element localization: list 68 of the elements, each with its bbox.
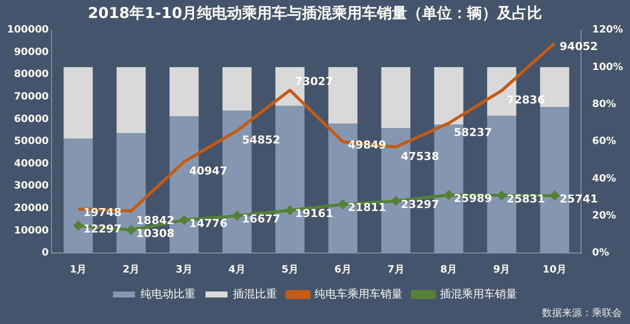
data-label: 19161 — [294, 207, 334, 220]
y2-tick-label: 40% — [592, 173, 616, 184]
y2-tick-label: 120% — [592, 24, 624, 36]
x-tick-label: 3月 — [176, 264, 193, 276]
data-label: 12297 — [83, 222, 122, 236]
data-label: 54852 — [242, 134, 280, 147]
point — [550, 191, 560, 200]
data-label: 18842 — [136, 214, 174, 227]
bar — [434, 67, 464, 125]
x-tick-label: 5月 — [281, 264, 298, 276]
y-tick-label: 40000 — [14, 158, 49, 170]
y-tick-label: 10000 — [14, 225, 49, 236]
y2-tick-label: 80% — [592, 98, 616, 110]
y-tick-label: 60000 — [14, 114, 49, 125]
legend-label: 插混乘用车销量 — [440, 287, 517, 300]
x-tick-label: 7月 — [387, 264, 404, 276]
data-label: 16677 — [242, 212, 280, 226]
y-tick-label: 70000 — [14, 91, 49, 102]
data-label: 25831 — [506, 192, 545, 206]
bar — [222, 67, 252, 110]
bar — [170, 67, 199, 116]
point — [391, 196, 400, 206]
y2-tick-label: 0% — [592, 248, 610, 259]
y-tick-label: 50000 — [14, 136, 49, 148]
x-tick-label: 8月 — [440, 264, 458, 276]
data-label: 58237 — [454, 126, 492, 139]
data-label: 25741 — [560, 192, 598, 206]
data-label: 40947 — [189, 164, 228, 178]
point — [126, 226, 136, 235]
point — [444, 190, 454, 200]
data-label: 10308 — [136, 226, 174, 240]
source-note: 数据来源：乘联会 — [542, 306, 622, 320]
y-tick-label: 100000 — [7, 24, 49, 36]
x-tick-label: 10月 — [542, 264, 567, 276]
chart-title: 2018年1-10月纯电动乘用车与插混乘用车销量（单位：辆）及占比 — [86, 4, 544, 23]
x-tick-label: 4月 — [228, 264, 246, 276]
data-label: 21811 — [348, 201, 386, 214]
point — [180, 216, 189, 225]
data-label: 47538 — [400, 150, 440, 163]
data-label: 14776 — [189, 216, 228, 230]
data-label: 49849 — [348, 138, 386, 152]
bar — [64, 67, 93, 139]
point — [74, 221, 83, 230]
legend-label: 纯电动比重 — [140, 287, 196, 300]
bar — [381, 67, 410, 128]
data-label: 94052 — [560, 40, 598, 54]
x-tick-label: 6月 — [334, 264, 352, 276]
data-label: 23297 — [400, 198, 440, 211]
y-tick-label: 20000 — [14, 202, 49, 214]
y-tick-label: 90000 — [14, 46, 49, 58]
point — [232, 211, 242, 220]
legend-label: 插混比重 — [233, 287, 277, 300]
legend-label: 纯电车乘用车销量 — [314, 287, 402, 300]
x-tick-label: 9月 — [493, 264, 510, 276]
y2-tick-label: 100% — [592, 62, 624, 73]
x-tick-label: 1月 — [70, 264, 87, 276]
y-tick-label: 80000 — [14, 69, 49, 80]
y-tick-label: 30000 — [14, 180, 49, 192]
point — [338, 200, 348, 209]
y2-tick-label: 60% — [592, 136, 616, 148]
point — [285, 206, 294, 215]
y-tick-label: 0 — [42, 248, 49, 259]
x-tick-label: 2月 — [122, 264, 140, 276]
y2-tick-label: 20% — [592, 210, 616, 222]
data-label: 19748 — [83, 206, 122, 219]
data-label: 25989 — [454, 192, 492, 205]
point — [497, 190, 506, 200]
bar — [116, 67, 146, 133]
